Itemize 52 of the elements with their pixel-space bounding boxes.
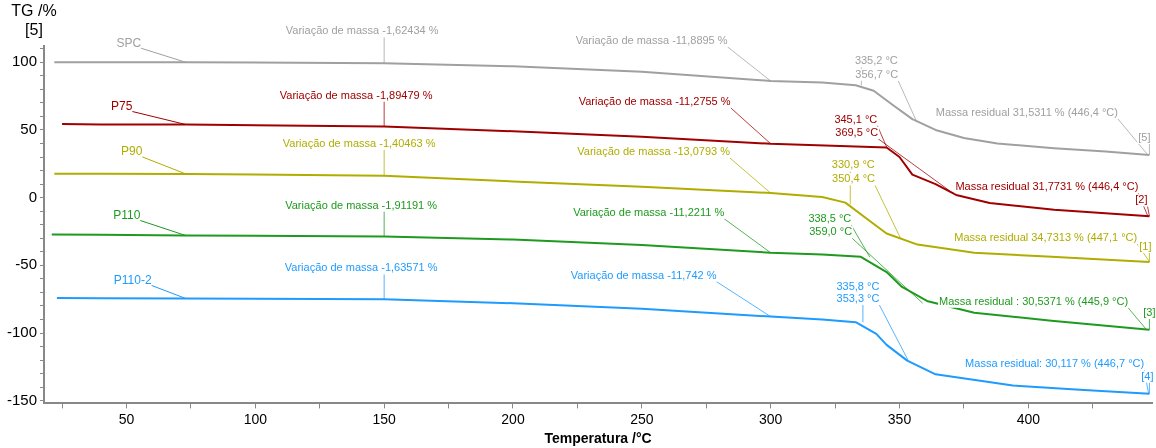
x-tick-label: 100 [243, 410, 268, 427]
series-label: P90 [121, 144, 143, 159]
y-tick-label: -100 [6, 323, 38, 341]
series-label: P75 [111, 98, 133, 113]
annotation: 350,4 °C [832, 172, 876, 185]
annotation: Variação de massa -11,742 % [570, 268, 717, 281]
annotation: 345,1 °C [834, 112, 878, 125]
y-axis-title: TG /% [11, 2, 57, 20]
y-tick-label: 100 [11, 52, 38, 70]
y-tick-label: -50 [15, 255, 38, 273]
x-tick-label: 300 [758, 410, 783, 427]
text: [5] [25, 21, 43, 39]
annotation: [5] [1138, 131, 1151, 144]
series-label: P110-2 [113, 272, 152, 287]
annotation: Variação de massa -1,63571 % [284, 261, 438, 274]
annotation: Variação de massa -1,91191 % [285, 198, 438, 211]
annotation: 335,8 °C [836, 280, 880, 293]
annotation: 356,7 °C [855, 67, 899, 80]
annotation: Massa residual 31,5311 % (446,4 °C) [935, 106, 1118, 119]
series-label: P110 [113, 207, 141, 222]
annotation: Variação de massa -13,0793 % [577, 145, 731, 158]
annotation: [2] [1135, 193, 1148, 206]
annotation: [1] [1139, 239, 1152, 252]
x-tick-label: 150 [372, 410, 397, 427]
x-tick-label: 350 [887, 410, 912, 427]
x-axis-title: Temperatura /°C [544, 430, 652, 447]
annotation: 369,5 °C [835, 125, 879, 138]
annotation: Variação de massa -11,2211 % [573, 205, 725, 218]
annotation: 353,3 °C [836, 292, 880, 305]
annotation: Variação de massa -1,89479 % [279, 88, 433, 101]
annotation: 338,5 °C [808, 212, 852, 225]
x-tick-label: 200 [501, 410, 525, 427]
annotation: Massa residual 34,7313 % (447,1 °C) [954, 230, 1138, 243]
series-label: SPC [116, 35, 142, 50]
y-tick-label: -150 [6, 390, 38, 408]
y-tick-label: 0 [28, 187, 38, 205]
x-tick-label: 400 [1016, 410, 1041, 427]
annotation: [3] [1143, 305, 1156, 318]
annotation: 330,9 °C [831, 158, 875, 171]
annotation: Massa residual 31,7731 % (446,4 °C) [955, 180, 1139, 193]
annotation: 359,0 °C [809, 225, 853, 238]
annotation: [4] [1141, 369, 1154, 382]
annotation: Variação de massa -1,62434 % [285, 24, 439, 37]
y-tick-label: 50 [20, 120, 38, 138]
annotation: Variação de massa -11,2755 % [578, 94, 731, 107]
annotation: 335,2 °C [854, 54, 898, 67]
annotation: Variação de massa -11,8895 % [575, 33, 728, 46]
x-tick-label: 250 [630, 410, 654, 427]
annotation: Massa residual : 30,5371 % (445,9 °C) [939, 294, 1129, 307]
x-tick-label: 50 [118, 410, 135, 427]
annotation: Massa residual: 30,117 % (446,7 °C) [965, 356, 1145, 369]
annotation: Variação de massa -1,40463 % [282, 136, 436, 149]
